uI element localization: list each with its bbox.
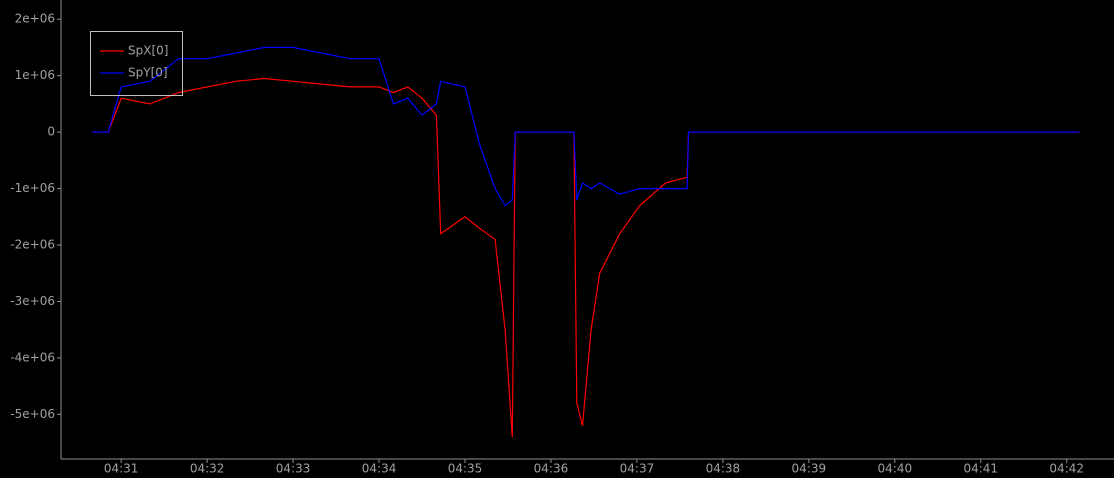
legend-label: SpX[0]: [128, 44, 168, 58]
series-line: [92, 77, 1080, 438]
y-tick-label: -5e+06: [10, 407, 55, 421]
legend: SpX[0] SpY[0]: [90, 31, 183, 96]
y-tick-label: 2e+06: [15, 12, 55, 26]
x-tick-label: 04:39: [792, 462, 827, 476]
legend-label: SpY[0]: [128, 66, 168, 80]
x-tick-label: 04:31: [104, 462, 139, 476]
y-tick-label: -1e+06: [10, 181, 55, 195]
x-tick-label: 04:42: [1049, 462, 1084, 476]
x-tick-label: 04:41: [963, 462, 998, 476]
legend-box: [90, 31, 183, 96]
y-tick-label: -2e+06: [10, 238, 55, 252]
x-tick-label: 04:37: [620, 462, 655, 476]
x-tick-label: 04:35: [448, 462, 483, 476]
y-tick-label: -3e+06: [10, 294, 55, 308]
x-tick-label: 04:36: [534, 462, 569, 476]
x-tick-label: 04:32: [190, 462, 225, 476]
x-tick-label: 04:33: [276, 462, 311, 476]
x-tick-label: 04:34: [362, 462, 397, 476]
x-tick-label: 04:40: [878, 462, 913, 476]
y-tick-label: 1e+06: [15, 68, 55, 82]
series-line: [92, 46, 1080, 207]
x-tick-label: 04:38: [706, 462, 741, 476]
y-tick-label: 0: [47, 125, 55, 139]
y-tick-label: -4e+06: [10, 350, 55, 364]
